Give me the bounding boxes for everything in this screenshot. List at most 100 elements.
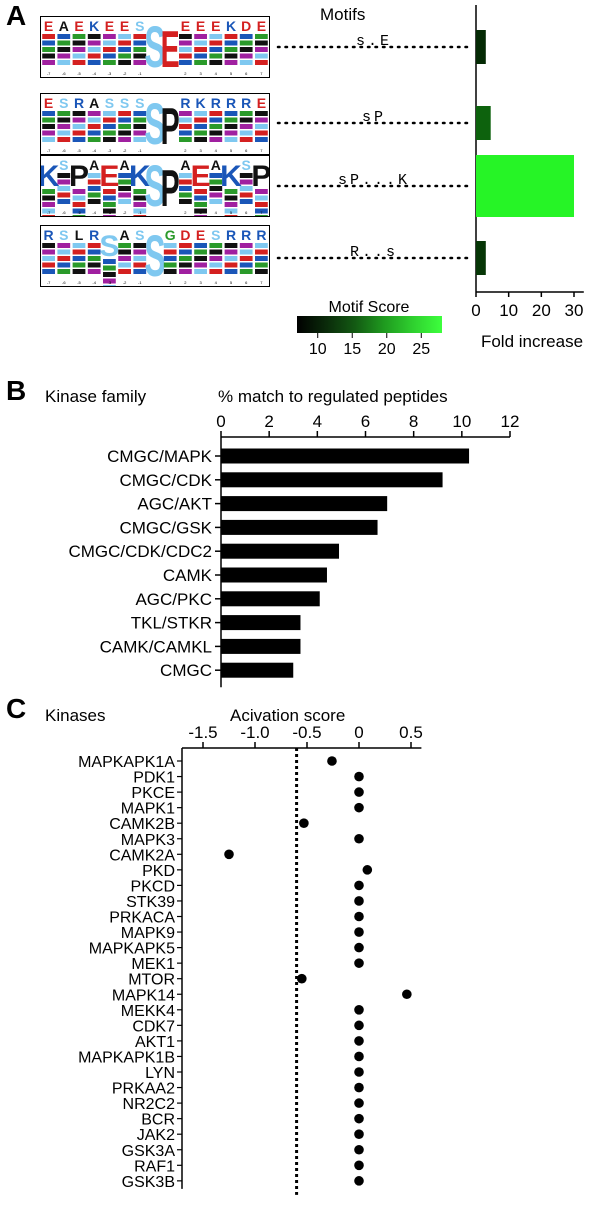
logo-residue: L [75,227,84,243]
logo-minor-residues [224,256,238,261]
logo-minor-residues [209,130,223,136]
logo-position-label: -7 [47,280,51,285]
logo-minor-residues [194,256,207,261]
logo-minor-residues [239,130,253,136]
logo-minor-residues [72,117,86,123]
kinase-label: PRKACA [109,910,175,927]
motifs-header: Motifs [320,5,366,24]
logo-position-label: -4 [92,210,96,215]
kinase-family-bar [221,496,388,512]
kinase-family-bar [221,662,294,678]
logo-minor-residues [163,269,177,274]
motif-label: R..s [350,244,398,261]
logo-minor-residues [57,192,71,198]
logo-position-label: 3 [199,148,202,153]
logo-residue: D [180,227,190,243]
logo-minor-residues [209,192,223,198]
logo-position-label: 3 [199,71,202,76]
logo-residue: K [89,18,99,34]
kinase-family-label: CMGC [160,661,212,680]
kinases-header: Kinases [45,706,106,725]
logo-minor-residues [87,249,101,255]
logo-minor-residues [42,269,55,274]
logo-residue: E [105,18,114,34]
logo-minor-residues [57,256,71,261]
logo-residue: S [105,95,114,111]
kinase-label: GSK3A [122,1143,176,1160]
logo-minor-residues [179,192,192,198]
kinase-family-label: CMGC/CDK/CDC2 [68,542,212,561]
logo-minor-residues [118,130,131,136]
logo-minor-residues [194,249,207,255]
kinase-family-label: TKL/STKR [131,614,212,633]
logo-minor-residues [179,256,192,261]
logo-residue: S [242,157,251,173]
logo-minor-residues [224,47,238,52]
logo-minor-residues [239,173,253,178]
logo-residue: D [241,18,251,34]
logo-minor-residues [194,243,207,248]
logo-position-label: 2 [184,148,187,153]
kinase-family-bar [221,591,320,607]
logo-minor-residues [87,60,101,65]
logo-minor-residues [118,192,131,198]
logo-minor-residues [103,117,116,123]
logo-minor-residues [209,124,223,129]
logo-position-label: 2 [184,280,187,285]
logo-center-residue: S [144,93,165,155]
logo-minor-residues [133,208,147,214]
kinase-label: PKCE [131,785,175,802]
logo-position-label: 2 [184,71,187,76]
fold-x-tick-label: 0 [471,301,480,320]
kinase-label: PRKAA2 [112,1081,175,1098]
logo-minor-residues [42,40,55,46]
logo-minor-residues [239,34,253,39]
kinase-label: MEKK4 [121,1003,175,1020]
logo-minor-residues [133,117,147,123]
logo-position-label: -5 [77,148,81,153]
logo-minor-residues [57,243,71,248]
fold-bar [476,106,491,140]
kinase-label: CAMK2A [109,847,175,864]
kinase-activation-point [354,802,364,813]
kinase-label: MEK1 [131,956,175,973]
kinase-label: MAPK1 [121,801,175,818]
logo-minor-residues [209,117,223,123]
logo-minor-residues [103,47,116,52]
logo-minor-residues [255,195,268,201]
logo-minor-residues [239,124,253,129]
kinase-label: MAPK14 [112,987,175,1004]
logo-residue: E [99,160,119,193]
motif-score-tick-label: 10 [309,341,327,358]
logo-residue: E [44,95,53,111]
logo-minor-residues [72,208,86,214]
logo-minor-residues [42,243,55,248]
logo-position-label: -6 [62,148,66,153]
logo-position-label: 4 [215,210,218,215]
kinase-family-label: CMGC/MAPK [107,447,213,466]
logo-minor-residues [87,179,101,185]
activation-x-tick-label: -1.5 [188,723,217,742]
kinase-label: BCR [141,1112,175,1129]
kinase-activation-point [354,896,364,906]
logo-residue: R [89,227,99,243]
logo-minor-residues [103,60,116,65]
kinase-activation-point [297,973,307,984]
logo-minor-residues [255,249,268,255]
logo-minor-residues [194,262,207,268]
logo-minor-residues [103,189,116,194]
logo-minor-residues [239,192,253,198]
fold-x-tick-label: 30 [565,301,584,320]
kinase-family-label: CAMK/CAMKL [100,637,212,656]
logo-minor-residues [87,124,101,129]
logo-minor-residues [179,243,192,248]
logo-minor-residues [118,117,131,123]
kinase-family-bar [221,448,470,464]
logo-minor-residues [57,117,71,123]
logo-residue: E [211,18,220,34]
logo-position-label: 7 [260,71,263,76]
logo-minor-residues [255,60,268,65]
logo-minor-residues [133,111,147,116]
logo-minor-residues [103,195,116,201]
logo-minor-residues [118,60,131,65]
